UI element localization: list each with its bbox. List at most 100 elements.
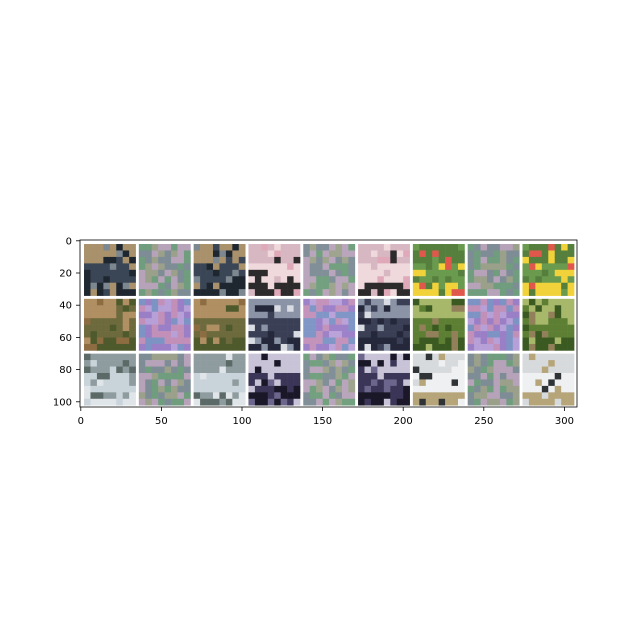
tile-pixel xyxy=(506,289,514,296)
tile-pixel xyxy=(451,305,459,313)
tile-pixel xyxy=(348,379,356,387)
tile-pixel xyxy=(348,392,356,400)
tile-pixel xyxy=(84,337,91,345)
tile-pixel xyxy=(274,372,281,380)
tile-pixel xyxy=(254,366,262,374)
x-tick-label: 300 xyxy=(555,416,574,427)
tile-pixel xyxy=(499,298,507,306)
tile-pixel xyxy=(248,289,256,296)
tile-pixel xyxy=(522,276,530,284)
tile-pixel xyxy=(412,324,420,332)
tile-pixel xyxy=(541,311,549,319)
tile-pixel xyxy=(193,305,201,313)
tile-pixel xyxy=(522,343,530,351)
tile-pixel xyxy=(90,282,98,290)
image-grid xyxy=(80,240,577,407)
tile-pixel xyxy=(561,276,568,284)
tile-pixel xyxy=(341,379,349,387)
tile-pixel xyxy=(480,305,488,313)
tile-pixel xyxy=(116,256,124,264)
tile-pixel xyxy=(396,263,404,271)
tile-pixel xyxy=(506,360,514,367)
tile-pixel xyxy=(567,343,575,351)
tile-pixel xyxy=(287,360,294,367)
tile-pixel xyxy=(329,276,336,284)
tile-pixel xyxy=(138,366,146,374)
tile-pixel xyxy=(425,263,433,271)
tile-pixel xyxy=(248,331,256,338)
tile-pixel xyxy=(293,318,301,325)
tile-pixel xyxy=(280,263,288,271)
tile-pixel xyxy=(451,276,459,284)
tile-pixel xyxy=(183,276,191,284)
tile-pixel xyxy=(548,372,556,380)
tile-pixel xyxy=(177,372,185,380)
tile-pixel xyxy=(432,379,439,387)
tile-pixel xyxy=(225,353,233,361)
tile-pixel xyxy=(267,250,275,258)
tile-pixel xyxy=(225,337,233,345)
tile-pixel xyxy=(493,311,501,319)
tile-pixel xyxy=(390,360,398,367)
tile-pixel xyxy=(206,353,214,361)
tile-pixel xyxy=(183,263,191,271)
tile-pixel xyxy=(232,269,240,277)
tile-pixel xyxy=(248,282,256,290)
tile-pixel xyxy=(96,398,104,406)
tile-pixel xyxy=(200,318,207,325)
tile-pixel xyxy=(419,244,427,251)
tile-pixel xyxy=(287,298,294,306)
tile-pixel xyxy=(403,311,410,319)
tile-pixel xyxy=(109,276,117,284)
tile-pixel xyxy=(474,379,481,387)
tile-pixel xyxy=(232,318,240,325)
tile-pixel xyxy=(548,366,556,374)
tile-pixel xyxy=(487,343,494,351)
tile-pixel xyxy=(232,298,240,306)
tile-pixel xyxy=(377,331,385,338)
tile-pixel xyxy=(212,318,220,325)
tile-pixel xyxy=(212,276,220,284)
perturbation-tile xyxy=(303,353,356,406)
tile-pixel xyxy=(567,398,575,406)
tile-pixel xyxy=(122,305,130,313)
tile-pixel xyxy=(274,360,281,367)
tile-pixel xyxy=(467,256,475,264)
tile-pixel xyxy=(90,343,98,351)
tile-pixel xyxy=(316,337,323,345)
tile-pixel xyxy=(329,385,336,393)
tile-pixel xyxy=(370,263,378,271)
tile-pixel xyxy=(280,398,288,406)
tile-pixel xyxy=(109,298,117,306)
tile-pixel xyxy=(480,392,488,400)
tile-pixel xyxy=(467,392,475,400)
tile-pixel xyxy=(177,324,185,332)
tile-pixel xyxy=(403,250,410,258)
tile-pixel xyxy=(206,263,214,271)
tile-pixel xyxy=(403,343,410,351)
tile-pixel xyxy=(396,379,404,387)
tile-pixel xyxy=(212,269,220,277)
tile-pixel xyxy=(458,311,465,319)
tile-pixel xyxy=(458,298,465,306)
tile-pixel xyxy=(303,385,311,393)
tile-pixel xyxy=(225,331,233,338)
tile-pixel xyxy=(487,298,494,306)
tile-pixel xyxy=(293,379,301,387)
tile-pixel xyxy=(487,379,494,387)
tile-pixel xyxy=(348,282,356,290)
tile-pixel xyxy=(341,324,349,332)
tile-pixel xyxy=(522,250,530,258)
tile-pixel xyxy=(528,250,536,258)
tile-pixel xyxy=(383,337,391,345)
tile-pixel xyxy=(512,289,520,296)
tile-pixel xyxy=(219,385,227,393)
tile-pixel xyxy=(364,256,372,264)
tile-pixel xyxy=(145,366,153,374)
tile-pixel xyxy=(474,263,481,271)
tile-pixel xyxy=(390,305,398,313)
tile-pixel xyxy=(528,360,536,367)
tile-pixel xyxy=(116,250,124,258)
tile-pixel xyxy=(212,298,220,306)
tile-pixel xyxy=(535,360,543,367)
